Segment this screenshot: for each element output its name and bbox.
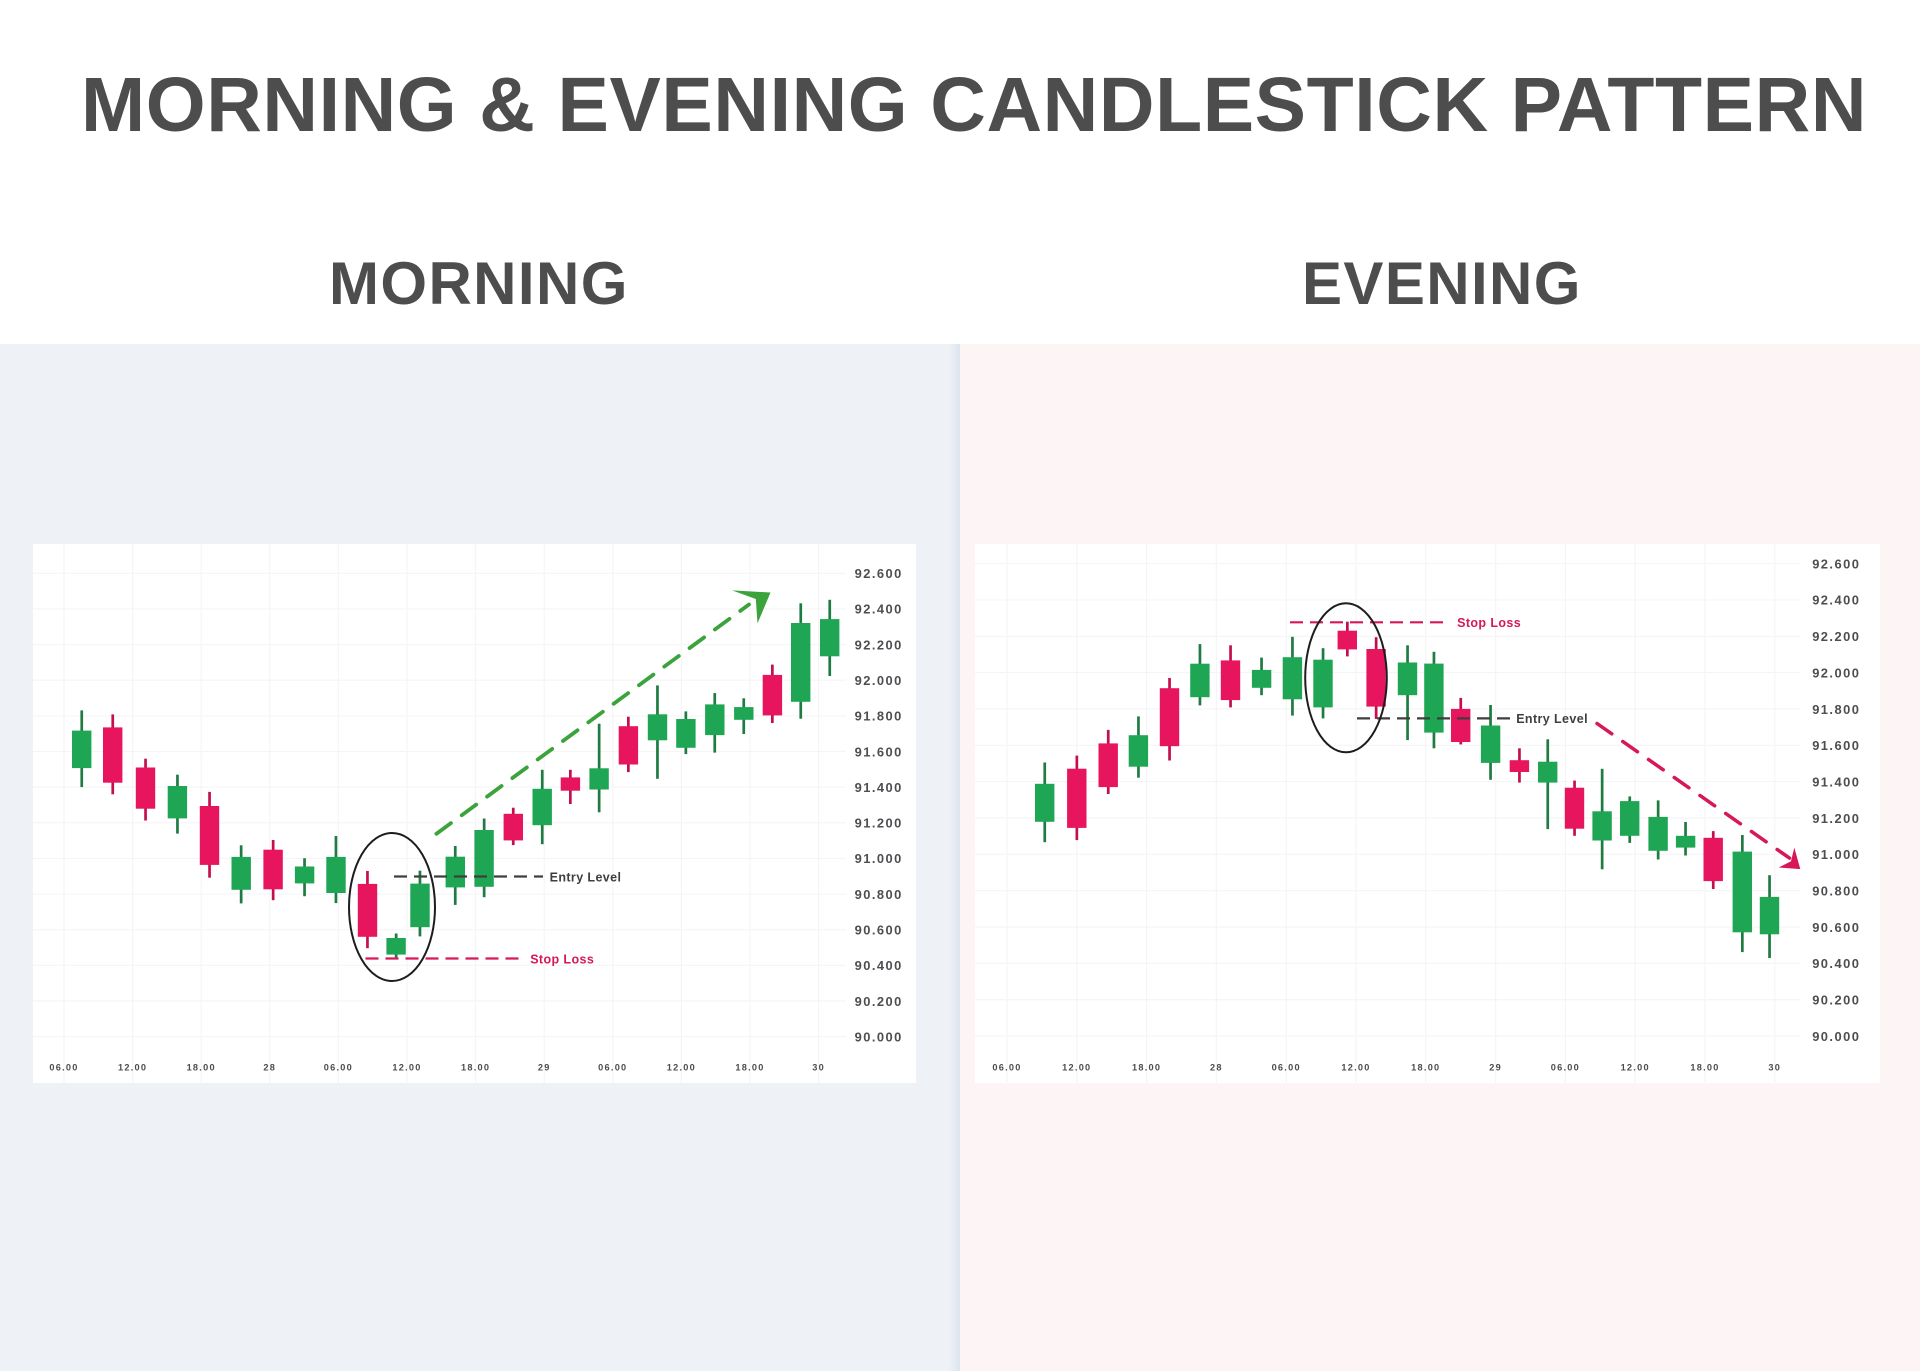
svg-text:91.000: 91.000 <box>855 851 903 866</box>
svg-text:28: 28 <box>1210 1062 1223 1072</box>
svg-text:90.800: 90.800 <box>1812 884 1860 899</box>
svg-text:91.800: 91.800 <box>855 709 903 724</box>
svg-text:18.00: 18.00 <box>461 1062 490 1072</box>
svg-text:90.600: 90.600 <box>855 923 903 938</box>
svg-text:92.600: 92.600 <box>1812 556 1860 571</box>
svg-text:92.000: 92.000 <box>1812 665 1860 680</box>
svg-text:90.200: 90.200 <box>855 994 903 1009</box>
svg-text:06.00: 06.00 <box>49 1062 78 1072</box>
svg-text:18.00: 18.00 <box>1411 1062 1440 1072</box>
svg-text:92.600: 92.600 <box>855 566 903 581</box>
svg-text:90.000: 90.000 <box>1812 1029 1860 1044</box>
svg-text:18.00: 18.00 <box>187 1062 216 1072</box>
svg-text:92.200: 92.200 <box>1812 629 1860 644</box>
svg-text:18.00: 18.00 <box>1690 1062 1719 1072</box>
svg-text:92.200: 92.200 <box>855 637 903 652</box>
svg-text:91.400: 91.400 <box>855 780 903 795</box>
svg-text:18.00: 18.00 <box>1132 1062 1161 1072</box>
svg-text:90.400: 90.400 <box>1812 956 1860 971</box>
svg-text:12.00: 12.00 <box>1062 1062 1091 1072</box>
svg-text:06.00: 06.00 <box>1551 1062 1580 1072</box>
svg-text:91.400: 91.400 <box>1812 774 1860 789</box>
svg-text:92.400: 92.400 <box>855 602 903 617</box>
svg-text:Stop Loss: Stop Loss <box>530 952 594 966</box>
svg-text:12.00: 12.00 <box>392 1062 421 1072</box>
svg-text:91.800: 91.800 <box>1812 702 1860 717</box>
svg-text:30: 30 <box>812 1062 825 1072</box>
svg-text:Entry Level: Entry Level <box>1516 712 1588 726</box>
svg-text:91.600: 91.600 <box>855 744 903 759</box>
svg-text:06.00: 06.00 <box>1272 1062 1301 1072</box>
svg-text:Stop Loss: Stop Loss <box>1457 616 1521 630</box>
svg-text:90.400: 90.400 <box>855 958 903 973</box>
svg-text:18.00: 18.00 <box>735 1062 764 1072</box>
svg-text:90.000: 90.000 <box>855 1029 903 1044</box>
svg-text:92.000: 92.000 <box>855 673 903 688</box>
svg-text:91.200: 91.200 <box>855 816 903 831</box>
svg-text:12.00: 12.00 <box>667 1062 696 1072</box>
svg-text:29: 29 <box>1489 1062 1502 1072</box>
svg-text:29: 29 <box>538 1062 551 1072</box>
svg-text:Entry Level: Entry Level <box>550 870 622 884</box>
svg-text:12.00: 12.00 <box>1621 1062 1650 1072</box>
svg-text:12.00: 12.00 <box>118 1062 147 1072</box>
svg-text:06.00: 06.00 <box>598 1062 627 1072</box>
svg-text:91.200: 91.200 <box>1812 811 1860 826</box>
svg-text:90.200: 90.200 <box>1812 993 1860 1008</box>
svg-text:06.00: 06.00 <box>324 1062 353 1072</box>
svg-text:30: 30 <box>1768 1062 1781 1072</box>
svg-text:91.600: 91.600 <box>1812 738 1860 753</box>
svg-text:91.000: 91.000 <box>1812 847 1860 862</box>
svg-text:28: 28 <box>263 1062 276 1072</box>
svg-text:92.400: 92.400 <box>1812 593 1860 608</box>
svg-text:90.800: 90.800 <box>855 887 903 902</box>
svg-text:90.600: 90.600 <box>1812 920 1860 935</box>
svg-text:12.00: 12.00 <box>1341 1062 1370 1072</box>
svg-text:06.00: 06.00 <box>992 1062 1021 1072</box>
